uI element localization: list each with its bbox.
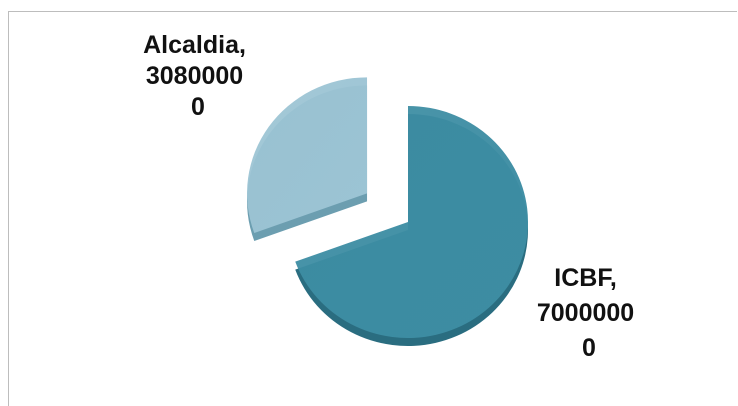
pie-labels: Alcaldia, 3080000 0 ICBF, 7000000 0 bbox=[143, 31, 641, 362]
chart-frame bbox=[8, 11, 737, 406]
slice-label-icbf-line-1: ICBF, bbox=[554, 264, 617, 292]
slice-label-alcaldia-line-1: Alcaldia, bbox=[143, 31, 246, 59]
pie-slices bbox=[247, 77, 528, 347]
pie-slice-alcaldia bbox=[247, 77, 368, 233]
slice-label-alcaldia-line-2: 3080000 bbox=[146, 62, 243, 90]
slice-label-alcaldia-line-3: 0 bbox=[191, 93, 205, 121]
pie-slice-icbf bbox=[295, 106, 528, 338]
slice-label-icbf-line-2: 7000000 bbox=[537, 299, 634, 327]
slice-label-icbf: ICBF, 7000000 0 bbox=[537, 264, 641, 362]
slice-label-alcaldia: Alcaldia, 3080000 0 bbox=[143, 31, 253, 121]
slice-label-icbf-line-3: 0 bbox=[582, 334, 596, 362]
